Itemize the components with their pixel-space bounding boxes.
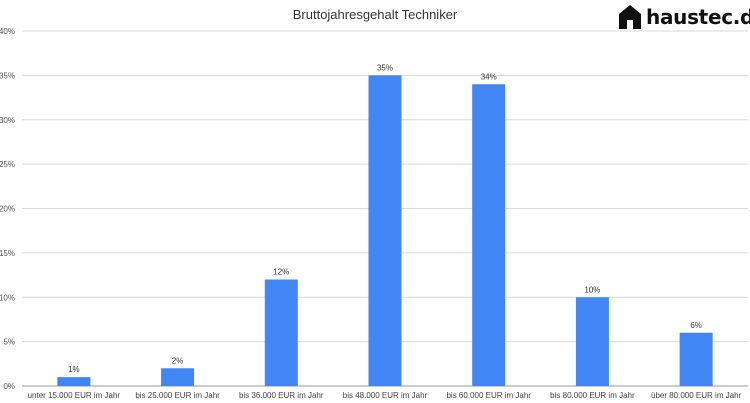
y-tick-label: 25% (0, 160, 15, 169)
x-axis-category-labels: unter 15.000 EUR im Jahr bis 25.000 EUR i… (28, 391, 742, 400)
category-label: unter 15.000 EUR im Jahr (28, 391, 121, 400)
chart-title: Bruttojahresgehalt Techniker (293, 7, 458, 22)
y-tick-label: 35% (0, 71, 15, 80)
y-tick-label: 30% (0, 116, 15, 125)
y-tick-label: 20% (0, 205, 15, 214)
y-tick-label: 5% (3, 338, 15, 347)
data-label: 6% (690, 321, 702, 330)
bars (57, 75, 713, 386)
data-labels: 1% 2% 12% 35% 34% 10% 6% (68, 63, 702, 374)
bar (57, 377, 91, 386)
data-label: 10% (584, 285, 600, 294)
data-label: 2% (172, 356, 184, 365)
y-tick-label: 10% (0, 293, 15, 302)
bar (161, 368, 195, 386)
category-label: bis 25.000 EUR im Jahr (135, 391, 220, 400)
y-tick-label: 15% (0, 249, 15, 258)
data-label: 35% (377, 63, 393, 72)
data-label: 34% (481, 72, 497, 81)
bar (575, 297, 609, 386)
house-icon (619, 5, 641, 29)
category-label: über 80.000 EUR im Jahr (651, 391, 742, 400)
y-axis-tick-labels: 0% 5% 10% 15% 20% 25% 30% 35% 40% (0, 27, 15, 391)
data-label: 1% (68, 365, 80, 374)
data-label: 12% (273, 268, 289, 277)
category-label: bis 60.000 EUR im Jahr (446, 391, 531, 400)
category-label: bis 36.000 EUR im Jahr (239, 391, 324, 400)
bar (368, 75, 402, 386)
category-label: bis 48.000 EUR im Jahr (343, 391, 428, 400)
bar (472, 84, 506, 386)
bar (679, 332, 713, 386)
bar (264, 279, 298, 386)
y-tick-label: 40% (0, 27, 15, 36)
y-tick-label: 0% (3, 382, 15, 391)
category-label: bis 80.000 EUR im Jahr (550, 391, 635, 400)
haustec-logo: haustec.de (618, 3, 750, 31)
logo-text: haustec.de (646, 5, 750, 29)
